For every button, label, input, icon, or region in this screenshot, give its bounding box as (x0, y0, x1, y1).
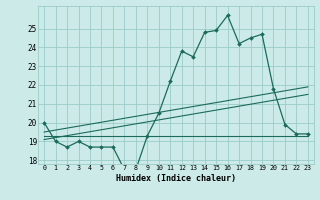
X-axis label: Humidex (Indice chaleur): Humidex (Indice chaleur) (116, 174, 236, 183)
